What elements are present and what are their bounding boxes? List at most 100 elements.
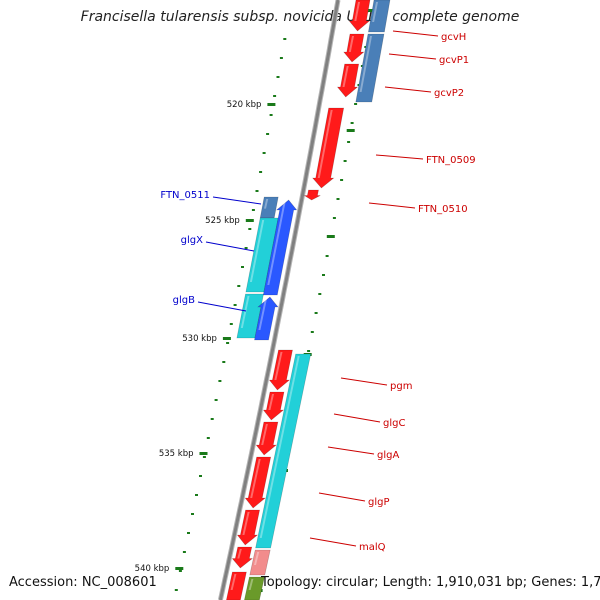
minor-tick	[283, 38, 287, 40]
gene-cyan-long	[255, 353, 312, 549]
minor-tick	[237, 285, 241, 287]
scale-label: 525 kbp	[205, 216, 240, 226]
leader-line	[340, 377, 388, 386]
gene-glgP-highlight	[250, 459, 261, 498]
major-tick	[222, 337, 231, 340]
scale-label: 535 kbp	[159, 449, 194, 459]
backbone-shadow	[217, 0, 341, 600]
gene-glgA	[255, 421, 279, 456]
gene-red-f-highlight	[237, 549, 242, 559]
leader-line	[205, 241, 255, 252]
leader-line	[212, 196, 262, 205]
minor-tick	[206, 437, 210, 439]
minor-tick	[214, 399, 218, 401]
leader-line	[384, 86, 432, 93]
minor-tick	[222, 361, 226, 363]
leader-line	[375, 154, 424, 160]
minor-tick	[178, 570, 182, 572]
gene-gcvH-highlight	[354, 2, 360, 21]
gene-ftn-0511	[259, 196, 279, 219]
gene-gcvP2	[336, 63, 360, 98]
gene-olive	[244, 576, 265, 600]
gene-glgA-highlight	[261, 424, 268, 445]
gene-label-pgm: pgm	[390, 381, 412, 392]
minor-tick	[347, 141, 351, 143]
backbone-line	[218, 0, 340, 600]
leader-line	[318, 492, 366, 502]
minor-tick	[273, 95, 277, 97]
gene-red-f	[231, 546, 254, 569]
gene-steel-b	[355, 33, 385, 103]
gene-pgm-highlight	[274, 352, 283, 380]
minor-tick	[210, 418, 214, 420]
minor-tick	[325, 255, 329, 257]
minor-tick	[251, 209, 255, 211]
minor-tick	[336, 198, 340, 200]
gene-gcvH	[348, 0, 371, 32]
gene-glgX-highlight	[249, 220, 265, 282]
minor-tick	[202, 456, 206, 458]
gene-label-glgx: glgX	[181, 235, 203, 246]
major-tick	[245, 219, 254, 222]
gene-blue-b	[254, 296, 279, 341]
gene-blue-a	[262, 199, 298, 296]
leader-line	[368, 202, 416, 209]
gene-label-glgb: glgB	[173, 295, 195, 306]
minor-tick	[279, 57, 283, 59]
minor-tick	[343, 160, 347, 162]
gene-ftn-0509-highlight	[317, 110, 333, 178]
gene-malQ-highlight	[242, 512, 250, 535]
minor-tick	[233, 304, 237, 306]
gene-label-glgc: glgC	[383, 418, 405, 429]
gene-gcvP1-highlight	[348, 36, 354, 52]
minor-tick	[255, 190, 259, 192]
minor-tick	[276, 76, 280, 78]
gene-label-glgp: glgP	[368, 497, 390, 508]
minor-tick	[318, 293, 322, 295]
minor-tick	[174, 589, 178, 591]
minor-tick	[310, 331, 314, 333]
gene-label-gcvp2: gcvP2	[434, 88, 464, 99]
scale-label: 520 kbp	[227, 100, 262, 110]
gene-red-g	[226, 571, 247, 600]
leader-line	[333, 413, 381, 423]
minor-tick	[229, 323, 233, 325]
minor-tick	[244, 247, 248, 249]
gene-malQ	[236, 509, 260, 546]
scale-label: 540 kbp	[135, 564, 170, 574]
gene-gcvP2-highlight	[342, 66, 349, 87]
major-tick	[326, 235, 335, 238]
minor-tick	[191, 513, 194, 515]
accession-text: Accession: NC_008601	[9, 575, 157, 590]
gene-blue-a-highlight	[267, 202, 286, 285]
scale-label: 530 kbp	[182, 334, 217, 344]
gene-glgC-highlight	[268, 394, 274, 410]
major-tick	[199, 452, 208, 455]
major-tick	[175, 567, 184, 570]
gene-label-gcvp1: gcvP1	[439, 55, 469, 66]
minor-tick	[226, 342, 230, 344]
gene-gcvP1	[343, 33, 365, 63]
minor-tick	[266, 133, 270, 135]
gene-label-gcvh: gcvH	[441, 32, 466, 43]
gene-glgP	[244, 456, 272, 509]
major-tick	[346, 129, 355, 132]
gene-label-glga: glgA	[377, 450, 399, 461]
gene-olive-highlight	[248, 579, 254, 590]
minor-tick	[332, 217, 336, 219]
minor-tick	[262, 152, 266, 154]
minor-tick	[340, 179, 344, 181]
leader-line	[197, 301, 247, 312]
minor-tick	[195, 494, 198, 496]
minor-tick	[187, 532, 190, 534]
minor-tick	[322, 274, 325, 276]
minor-tick	[199, 475, 202, 477]
major-tick	[267, 103, 276, 106]
minor-tick	[314, 312, 318, 314]
gene-blue-b-highlight	[258, 299, 267, 330]
minor-tick	[350, 122, 354, 124]
topology-text: Topology: circular; Length: 1,910,031 bp…	[261, 575, 600, 590]
gene-glgC	[262, 391, 285, 421]
gene-ftn-0510	[303, 189, 321, 201]
